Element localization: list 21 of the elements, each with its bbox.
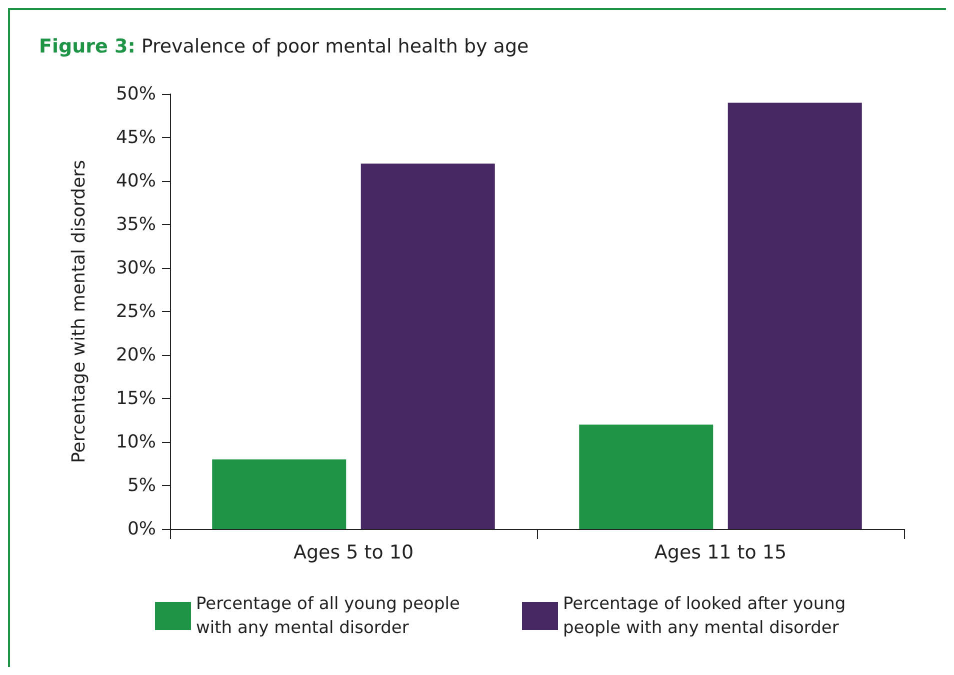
chart-title: Figure 3: Prevalence of poor mental health by age [39, 36, 529, 58]
y-tick-label: 15% [116, 388, 156, 409]
y-tick-label: 25% [116, 301, 156, 322]
y-tick-label: 10% [116, 432, 156, 452]
y-tick-label: 45% [116, 127, 156, 148]
bar [579, 424, 714, 529]
bar [212, 459, 346, 529]
y-tick-label: 50% [116, 84, 156, 104]
bar [728, 102, 862, 529]
bar [360, 164, 495, 529]
x-tick-label: Ages 11 to 15 [654, 542, 787, 564]
y-axis-title: Percentage with mental disorders [68, 160, 90, 463]
y-tick-label: 20% [116, 344, 156, 366]
legend-label: Percentage of looked after young people with any mental disorder [563, 594, 852, 638]
y-tick-label: 30% [116, 258, 156, 278]
y-tick-label: 0% [127, 518, 156, 540]
x-tick-label: Ages 5 to 10 [293, 542, 414, 564]
y-tick-label: 5% [127, 475, 156, 496]
legend-label: Percentage of all young people with any mental disorder [196, 594, 466, 638]
y-tick-label: 35% [116, 214, 156, 235]
y-tick-label: 40% [116, 170, 156, 192]
